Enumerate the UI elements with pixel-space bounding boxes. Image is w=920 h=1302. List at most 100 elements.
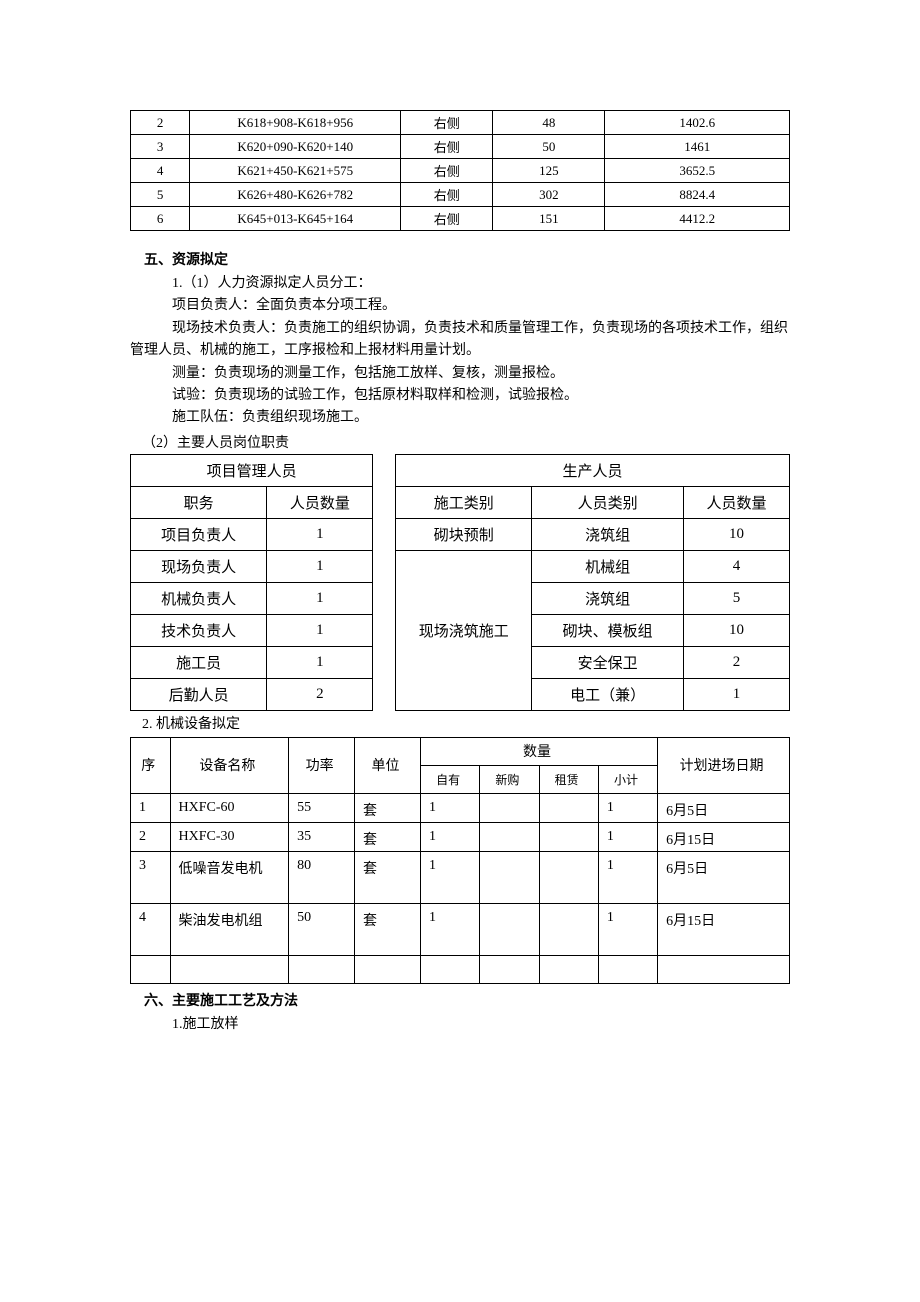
hdr-rcount: 人员数量 <box>267 486 373 518</box>
t3-h-own: 自有 <box>420 765 479 793</box>
personnel-table: 项目管理人员 生产人员 职务 人员数量 施工类别 人员类别 人员数量 项目负责人… <box>130 454 790 711</box>
t3-cell <box>480 793 539 822</box>
section6-title: 六、主要施工工艺及方法 <box>130 990 790 1010</box>
t3-cell: 1 <box>420 851 479 903</box>
section5-title: 五、资源拟定 <box>130 249 790 269</box>
t3-cell <box>539 822 598 851</box>
t2-type-merged: 现场浇筑施工 <box>396 550 532 710</box>
t2-rc: 2 <box>267 678 373 710</box>
s5-line1: 1.（1）人力资源拟定人员分工： <box>130 273 790 295</box>
t3-cell: 4 <box>131 903 171 955</box>
t3-cell: 套 <box>355 793 421 822</box>
t2-rc: 1 <box>267 582 373 614</box>
t1-cell: 5 <box>131 183 190 207</box>
t2-role: 项目负责人 <box>131 518 267 550</box>
t3-cell: 80 <box>289 851 355 903</box>
t3-cell: 柴油发电机组 <box>170 903 289 955</box>
t3-cell <box>480 822 539 851</box>
t2-rc: 1 <box>267 614 373 646</box>
t3-cell: HXFC-60 <box>170 793 289 822</box>
t1-cell: 50 <box>493 135 605 159</box>
t1-cell: 右侧 <box>401 183 493 207</box>
s5-line5: 试验：负责现场的试验工作，包括原材料取样和检测，试验报检。 <box>130 385 790 407</box>
t1-cell: 4412.2 <box>605 207 790 231</box>
t1-cell: K618+908-K618+956 <box>190 111 401 135</box>
t2-role: 现场负责人 <box>131 550 267 582</box>
t1-cell: 1402.6 <box>605 111 790 135</box>
t2-ptype: 安全保卫 <box>532 646 684 678</box>
s6-line1: 1.施工放样 <box>130 1014 790 1036</box>
t3-cell <box>539 903 598 955</box>
t3-h-rent: 租赁 <box>539 765 598 793</box>
t3-cell: 1 <box>420 903 479 955</box>
s5-line6: 施工队伍：负责组织现场施工。 <box>130 407 790 429</box>
hdr-ptype: 人员类别 <box>532 486 684 518</box>
t1-cell: 48 <box>493 111 605 135</box>
t3-cell: 套 <box>355 903 421 955</box>
t2-pc: 10 <box>683 614 789 646</box>
t3-cell: 6月5日 <box>658 793 790 822</box>
t3-h-buy: 新购 <box>480 765 539 793</box>
t3-cell: 6月15日 <box>658 822 790 851</box>
t1-cell: 2 <box>131 111 190 135</box>
t3-cell: 1 <box>598 903 657 955</box>
mech-title: 2. 机械设备拟定 <box>130 713 790 733</box>
t2-role: 后勤人员 <box>131 678 267 710</box>
t1-cell: 151 <box>493 207 605 231</box>
t1-cell: K645+013-K645+164 <box>190 207 401 231</box>
t2-ptype: 砌块、模板组 <box>532 614 684 646</box>
range-table: 2K618+908-K618+956右侧481402.63K620+090-K6… <box>130 110 790 231</box>
t3-cell: 55 <box>289 793 355 822</box>
t3-cell <box>539 851 598 903</box>
t2-role: 技术负责人 <box>131 614 267 646</box>
t1-cell: K620+090-K620+140 <box>190 135 401 159</box>
t2-ptype: 浇筑组 <box>532 582 684 614</box>
s5-line2: 项目负责人：全面负责本分项工程。 <box>130 295 790 317</box>
t3-cell: 1 <box>598 822 657 851</box>
t2-type: 砌块预制 <box>396 518 532 550</box>
t1-cell: 1461 <box>605 135 790 159</box>
t1-cell: 3 <box>131 135 190 159</box>
s5-line3: 现场技术负责人：负责施工的组织协调，负责技术和质量管理工作，负责现场的各项技术工… <box>130 318 790 363</box>
t2-pc: 2 <box>683 646 789 678</box>
t3-cell: 1 <box>131 793 171 822</box>
t3-h-date: 计划进场日期 <box>658 737 790 793</box>
t3-cell <box>539 793 598 822</box>
t1-cell: 302 <box>493 183 605 207</box>
t2-ptype: 浇筑组 <box>532 518 684 550</box>
t3-cell: HXFC-30 <box>170 822 289 851</box>
t3-cell: 1 <box>598 793 657 822</box>
t2-rc: 1 <box>267 550 373 582</box>
t3-cell: 套 <box>355 851 421 903</box>
t3-cell: 1 <box>420 822 479 851</box>
t1-cell: 125 <box>493 159 605 183</box>
t2-role: 机械负责人 <box>131 582 267 614</box>
t3-h-pow: 功率 <box>289 737 355 793</box>
equipment-table: 序 设备名称 功率 单位 数量 计划进场日期 自有 新购 租赁 小计 1HXFC… <box>130 737 790 984</box>
t1-cell: 3652.5 <box>605 159 790 183</box>
t2-pc: 1 <box>683 678 789 710</box>
t3-cell: 6月5日 <box>658 851 790 903</box>
t2-rc: 1 <box>267 518 373 550</box>
t1-cell: 右侧 <box>401 111 493 135</box>
t2-ptype: 电工（兼） <box>532 678 684 710</box>
t3-cell: 2 <box>131 822 171 851</box>
hdr-prod: 生产人员 <box>396 454 790 486</box>
t2-pc: 5 <box>683 582 789 614</box>
t3-cell: 50 <box>289 903 355 955</box>
t1-cell: 右侧 <box>401 207 493 231</box>
t3-cell <box>480 851 539 903</box>
t3-cell: 1 <box>420 793 479 822</box>
hdr-pcount: 人员数量 <box>683 486 789 518</box>
t3-cell: 套 <box>355 822 421 851</box>
t3-cell: 3 <box>131 851 171 903</box>
t2-ptype: 机械组 <box>532 550 684 582</box>
t3-cell <box>480 903 539 955</box>
t2-pc: 10 <box>683 518 789 550</box>
t1-cell: 4 <box>131 159 190 183</box>
t3-cell: 35 <box>289 822 355 851</box>
t1-cell: 右侧 <box>401 135 493 159</box>
t3-cell: 6月15日 <box>658 903 790 955</box>
t2-role: 施工员 <box>131 646 267 678</box>
s5-line4: 测量：负责现场的测量工作，包括施工放样、复核，测量报检。 <box>130 363 790 385</box>
